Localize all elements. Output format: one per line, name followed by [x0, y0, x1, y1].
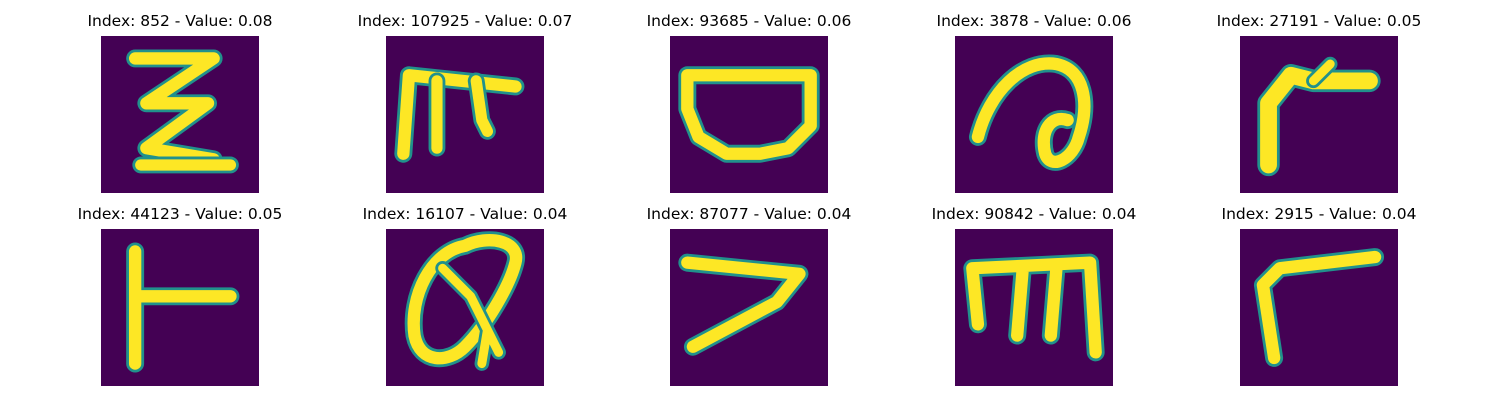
glyph-bowl-icon	[670, 36, 828, 193]
panel-title: Index: 27191 - Value: 0.05	[1216, 12, 1422, 30]
panel-title: Index: 3878 - Value: 0.06	[936, 12, 1132, 30]
panel-title: Index: 107925 - Value: 0.07	[357, 12, 573, 30]
glyph-oval-tail-icon	[386, 229, 544, 386]
glyph-corner-icon	[1240, 229, 1398, 386]
glyph-loop-curl-icon	[955, 36, 1113, 193]
panel-title: Index: 2915 - Value: 0.04	[1221, 205, 1417, 223]
glyph-angle-icon	[670, 229, 828, 386]
glyph-three-prong-icon	[955, 229, 1113, 386]
panel-title: Index: 90842 - Value: 0.04	[931, 205, 1137, 223]
glyph-corner-hook-icon	[1240, 36, 1398, 193]
glyph-tee-icon	[101, 229, 259, 386]
glyph-zigzag-icon	[101, 36, 259, 193]
glyph-bracket-hook-icon	[386, 36, 544, 193]
panel-title: Index: 87077 - Value: 0.04	[646, 205, 852, 223]
panel-title: Index: 44123 - Value: 0.05	[77, 205, 283, 223]
panel-title: Index: 16107 - Value: 0.04	[362, 205, 568, 223]
panel-title: Index: 852 - Value: 0.08	[87, 12, 273, 30]
panel-title: Index: 93685 - Value: 0.06	[646, 12, 852, 30]
